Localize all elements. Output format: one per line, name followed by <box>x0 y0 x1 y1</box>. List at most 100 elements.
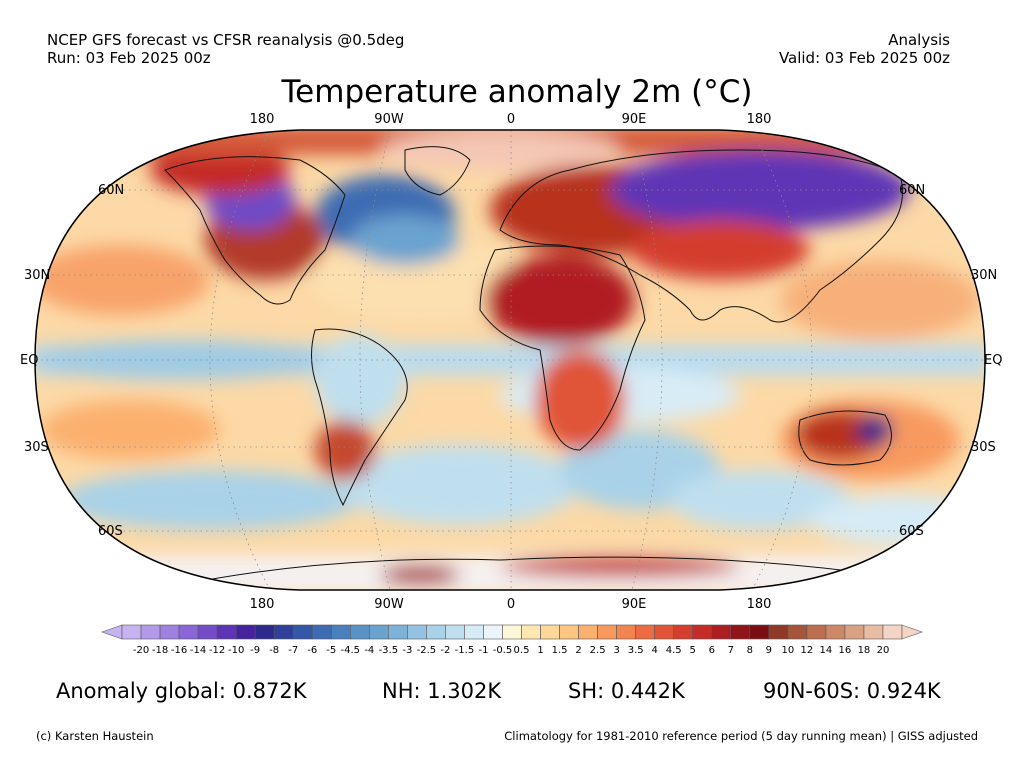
lon-label-bottom-90e: 90E <box>621 597 647 612</box>
lon-label-bottom-180e: 180 <box>746 597 772 612</box>
colorbar-tick-label: -10 <box>227 645 245 656</box>
colorbar-tick-label: 8 <box>746 645 753 656</box>
lon-label-top-180e: 180 <box>746 112 772 127</box>
lon-label-bottom-0: 0 <box>506 597 516 612</box>
colorbar-arrow-high <box>901 624 923 640</box>
colorbar-tick-label: -3 <box>402 645 413 656</box>
analysis-type: Analysis <box>888 31 950 49</box>
lat-label-right-eq: EQ <box>984 353 1003 368</box>
colorbar-tick-label: -0.5 <box>492 645 513 656</box>
stat-nh: NH: 1.302K <box>382 679 502 703</box>
valid-time: Valid: 03 Feb 2025 00z <box>778 49 950 67</box>
colorbar-tick-label: 6 <box>708 645 715 656</box>
colorbar-tick-label: 14 <box>819 645 833 656</box>
colorbar-tick-label: 1.5 <box>551 645 568 656</box>
colorbar-swatch <box>197 624 218 640</box>
colorbar-swatch <box>844 624 865 640</box>
colorbar-tick-label: -4.5 <box>340 645 361 656</box>
colorbar <box>101 624 923 640</box>
colorbar-tick-label: -20 <box>132 645 150 656</box>
colorbar-swatch <box>426 624 446 640</box>
lon-label-top-90w: 90W <box>374 112 404 127</box>
lat-label-right-30n: 30N <box>971 268 998 283</box>
colorbar-tick-label: -1 <box>478 645 489 656</box>
colorbar-swatch <box>711 624 732 640</box>
colorbar-tick-label: 4 <box>651 645 658 656</box>
run-line: Run: 03 Feb 2025 00z <box>47 49 211 67</box>
colorbar-tick-label: -5 <box>326 645 337 656</box>
colorbar-swatch <box>730 624 751 640</box>
colorbar-tick-label: 1 <box>537 645 544 656</box>
colorbar-swatch <box>616 624 636 640</box>
colorbar-swatch <box>407 624 427 640</box>
colorbar-swatch <box>787 624 808 640</box>
lat-label-left-30s: 30S <box>24 440 49 455</box>
colorbar-tick-label: 3 <box>613 645 620 656</box>
lat-label-right-30s: 30S <box>971 440 996 455</box>
stat-arctic: 90N-60S: 0.924K <box>763 679 941 703</box>
colorbar-swatch <box>216 624 237 640</box>
colorbar-swatch <box>882 624 903 640</box>
colorbar-tick-label: 10 <box>781 645 795 656</box>
coastlines <box>164 146 903 586</box>
colorbar-tick-label: 18 <box>857 645 871 656</box>
lat-label-left-60s: 60S <box>98 524 123 539</box>
colorbar-swatch <box>673 624 694 640</box>
colorbar-tick-label: -16 <box>170 645 188 656</box>
colorbar-swatch <box>768 624 789 640</box>
lat-label-left-60n: 60N <box>98 183 125 198</box>
colorbar-tick-label: 5 <box>689 645 696 656</box>
colorbar-swatch <box>464 624 484 640</box>
colorbar-swatch <box>806 624 827 640</box>
colorbar-swatch <box>654 624 675 640</box>
stat-sh: SH: 0.442K <box>568 679 685 703</box>
colorbar-swatch <box>388 624 408 640</box>
colorbar-tick-label: 20 <box>876 645 890 656</box>
colorbar-tick-label: -9 <box>250 645 261 656</box>
lat-label-right-60n: 60N <box>899 183 926 198</box>
lat-label-left-eq: EQ <box>20 353 39 368</box>
colorbar-swatch <box>330 624 351 640</box>
colorbar-swatch <box>273 624 294 640</box>
lon-label-bottom-90w: 90W <box>374 597 404 612</box>
colorbar-swatch <box>749 624 770 640</box>
colorbar-swatch <box>502 624 522 640</box>
colorbar-tick-label: -7 <box>288 645 299 656</box>
colorbar-tick-label: -2.5 <box>416 645 437 656</box>
colorbar-swatch <box>235 624 256 640</box>
colorbar-tick-label: 16 <box>838 645 852 656</box>
anomaly-field <box>35 130 985 590</box>
colorbar-tick-label: 2 <box>575 645 582 656</box>
colorbar-swatch <box>178 624 199 640</box>
colorbar-arrow-low <box>101 624 123 640</box>
colorbar-tick-label: -18 <box>151 645 169 656</box>
lon-label-top-90e: 90E <box>621 112 647 127</box>
lon-label-bottom-180w: 180 <box>249 597 275 612</box>
colorbar-tick-label: -6 <box>307 645 318 656</box>
colorbar-tick-label: -3.5 <box>378 645 399 656</box>
lat-label-right-60s: 60S <box>899 524 924 539</box>
colorbar-tick-label: 2.5 <box>589 645 606 656</box>
colorbar-swatch <box>863 624 884 640</box>
colorbar-tick-label: 9 <box>765 645 773 656</box>
colorbar-swatch <box>369 624 389 640</box>
colorbar-swatch <box>521 624 541 640</box>
colorbar-swatch <box>635 624 655 640</box>
colorbar-swatch <box>692 624 713 640</box>
lon-label-top-0: 0 <box>506 112 516 127</box>
colorbar-swatch <box>140 624 161 640</box>
colorbar-tick-label: 12 <box>800 645 814 656</box>
colorbar-swatch <box>540 624 560 640</box>
colorbar-tick-label: -4 <box>364 645 375 656</box>
colorbar-swatch <box>292 624 313 640</box>
lat-label-left-30n: 30N <box>24 268 51 283</box>
colorbar-swatch <box>159 624 180 640</box>
colorbar-swatch <box>597 624 617 640</box>
colorbar-swatch <box>578 624 598 640</box>
colorbar-tick-label: -2 <box>440 645 451 656</box>
colorbar-swatch <box>311 624 332 640</box>
colorbar-tick-label: 3.5 <box>627 645 644 656</box>
colorbar-tick-label: -1.5 <box>454 645 475 656</box>
colorbar-swatch <box>445 624 465 640</box>
